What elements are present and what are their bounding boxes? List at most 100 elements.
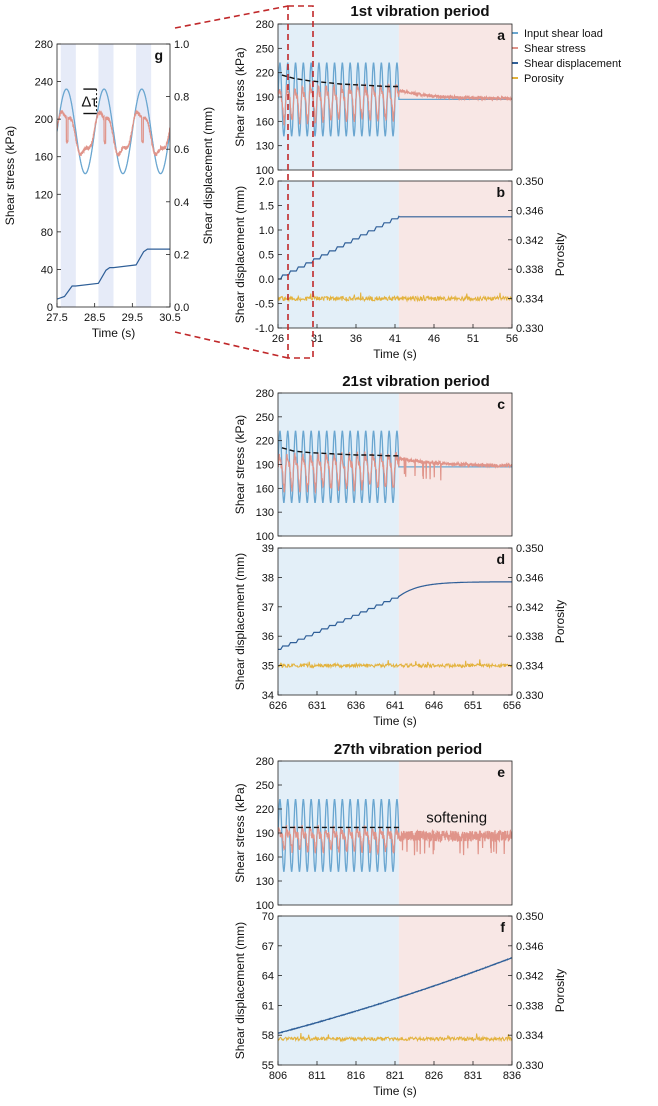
plot-frame-g <box>56 43 171 308</box>
y2tick-label-b-0: 0.330 <box>516 323 544 335</box>
ytick-label-a-6: 280 <box>256 19 274 31</box>
ytick-label-e-5: 250 <box>256 780 274 792</box>
xtick-label-g-2: 29.5 <box>122 312 143 324</box>
ytick-label-f-3: 64 <box>262 971 274 983</box>
y2label-b: Porosity <box>553 233 567 276</box>
ytick-label-d-1: 35 <box>262 661 274 673</box>
ytick-label-c-3: 190 <box>256 460 274 472</box>
panel-label-g: g <box>154 47 163 63</box>
title-period-1: 1st vibration period <box>350 3 489 20</box>
series-group-c <box>278 430 512 504</box>
panel-e: 100 130 160 190 220 250 280 e Shear stress (kPa)… <box>233 756 513 912</box>
panel-d: 34 35 36 37 38 39 0.330 0.334 0.338 0.342 0.346 0.3… <box>233 543 567 728</box>
panel-c: 100 130 160 190 220 250 280 c Shear stress (kPa) <box>233 388 513 543</box>
title-period-27: 27th vibration period <box>334 741 482 758</box>
panel-f: 55 58 61 64 67 70 0.330 0.334 0.338 0.342 0.346 0.3… <box>233 911 567 1098</box>
ylabel-e: Shear stress (kPa) <box>233 783 247 882</box>
series-porosity-d <box>278 659 512 670</box>
y2tick-label-f-1: 0.334 <box>516 1030 544 1042</box>
y2tick-label-d-0: 0.330 <box>516 690 544 702</box>
y2tick-label-g-4: 0.8 <box>174 92 189 104</box>
ytick-label-e-6: 280 <box>256 756 274 768</box>
series-shear-stress-g <box>57 109 170 157</box>
ytick-label-g-5: 200 <box>35 114 53 126</box>
y2tick-label-f-0: 0.330 <box>516 1060 544 1072</box>
xtick-label-d-6: 656 <box>503 700 521 712</box>
zoom-connector-top <box>174 5 289 29</box>
ytick-label-c-2: 160 <box>256 483 274 495</box>
series-shear-displacement-f <box>278 957 512 1034</box>
xtick-label-f-4: 826 <box>425 1070 443 1082</box>
zoom-indicator <box>174 5 314 359</box>
xtick-label-b-1: 31 <box>311 333 323 345</box>
xtick-label-b-0: 26 <box>272 333 284 345</box>
band-g-0 <box>60 44 76 307</box>
xtick-label-f-1: 811 <box>308 1070 326 1082</box>
ytick-label-g-1: 40 <box>41 264 53 276</box>
series-group-f <box>278 957 512 1043</box>
ytick-label-d-2: 36 <box>262 631 274 643</box>
series-group-g <box>57 88 170 300</box>
annotation-softening: softening <box>426 810 487 827</box>
series-group-e <box>278 798 512 872</box>
ytick-label-c-0: 100 <box>256 531 274 543</box>
ytick-label-b-3: 0.5 <box>259 250 274 262</box>
xtick-label-b-3: 41 <box>389 333 401 345</box>
y2tick-label-f-3: 0.342 <box>516 971 544 983</box>
panel-label-b: b <box>496 184 505 200</box>
y2tick-label-b-5: 0.350 <box>516 176 544 188</box>
ylabel-f: Shear displacement (mm) <box>233 922 247 1059</box>
ytick-label-f-0: 55 <box>262 1060 274 1072</box>
xtick-label-d-3: 641 <box>386 700 404 712</box>
xtick-label-b-2: 36 <box>350 333 362 345</box>
ylabel-g: Shear stress (kPa) <box>3 126 17 225</box>
y2tick-label-b-3: 0.342 <box>516 235 544 247</box>
legend: Input shear load Shear stress Shear disp… <box>500 28 621 85</box>
ytick-label-a-3: 190 <box>256 92 274 104</box>
rest-phase-bg-f <box>398 916 512 1065</box>
y2tick-label-d-4: 0.346 <box>516 572 544 584</box>
ytick-label-b-1: -0.5 <box>255 299 274 311</box>
panel-label-d: d <box>496 551 505 567</box>
y2tick-label-g-3: 0.6 <box>174 144 189 156</box>
xtick-label-d-2: 636 <box>347 700 365 712</box>
xlabel-f: Time (s) <box>373 1084 417 1098</box>
xtick-label-g-0: 27.5 <box>46 312 67 324</box>
ytick-label-b-5: 1.5 <box>259 201 274 213</box>
y2tick-label-d-2: 0.338 <box>516 631 544 643</box>
series-input-shear-load-e <box>278 798 400 872</box>
y2tick-label-d-5: 0.350 <box>516 543 544 555</box>
title-period-21: 21st vibration period <box>342 373 490 390</box>
xtick-label-f-5: 831 <box>464 1070 482 1082</box>
ytick-label-e-0: 100 <box>256 900 274 912</box>
series-shear-displacement-g <box>57 248 170 300</box>
xtick-label-d-1: 631 <box>308 700 326 712</box>
ytick-label-f-5: 70 <box>262 911 274 923</box>
ytick-label-g-0: 0 <box>47 302 53 314</box>
y2tick-label-b-1: 0.334 <box>516 294 544 306</box>
xlabel-g: Time (s) <box>92 326 136 340</box>
series-group-a <box>278 62 512 137</box>
y2tick-label-g-2: 0.4 <box>174 197 189 209</box>
y2tick-label-g-5: 1.0 <box>174 39 189 51</box>
series-shear-stress-c <box>278 451 512 495</box>
y2tick-label-g-0: 0.0 <box>174 302 189 314</box>
xtick-label-f-3: 821 <box>386 1070 404 1082</box>
ytick-label-g-4: 160 <box>35 152 53 164</box>
series-input-shear-load-g <box>57 88 170 175</box>
y2tick-label-d-3: 0.342 <box>516 602 544 614</box>
ytick-label-f-1: 58 <box>262 1030 274 1042</box>
ytick-label-b-0: -1.0 <box>255 323 274 335</box>
xtick-label-f-2: 816 <box>347 1070 365 1082</box>
series-peak-stress-fit-a <box>281 74 399 88</box>
ylabel-d: Shear displacement (mm) <box>233 553 247 690</box>
xtick-label-f-6: 836 <box>503 1070 521 1082</box>
xtick-label-b-4: 46 <box>428 333 440 345</box>
y2tick-label-b-2: 0.338 <box>516 264 544 276</box>
series-peak-stress-fit-c <box>281 447 399 457</box>
ylabel-c: Shear stress (kPa) <box>233 415 247 514</box>
series-porosity-f <box>278 1033 512 1043</box>
y2tick-label-g-1: 0.2 <box>174 249 189 261</box>
xlabel-d: Time (s) <box>373 714 417 728</box>
series-shear-displacement-b <box>278 215 512 280</box>
